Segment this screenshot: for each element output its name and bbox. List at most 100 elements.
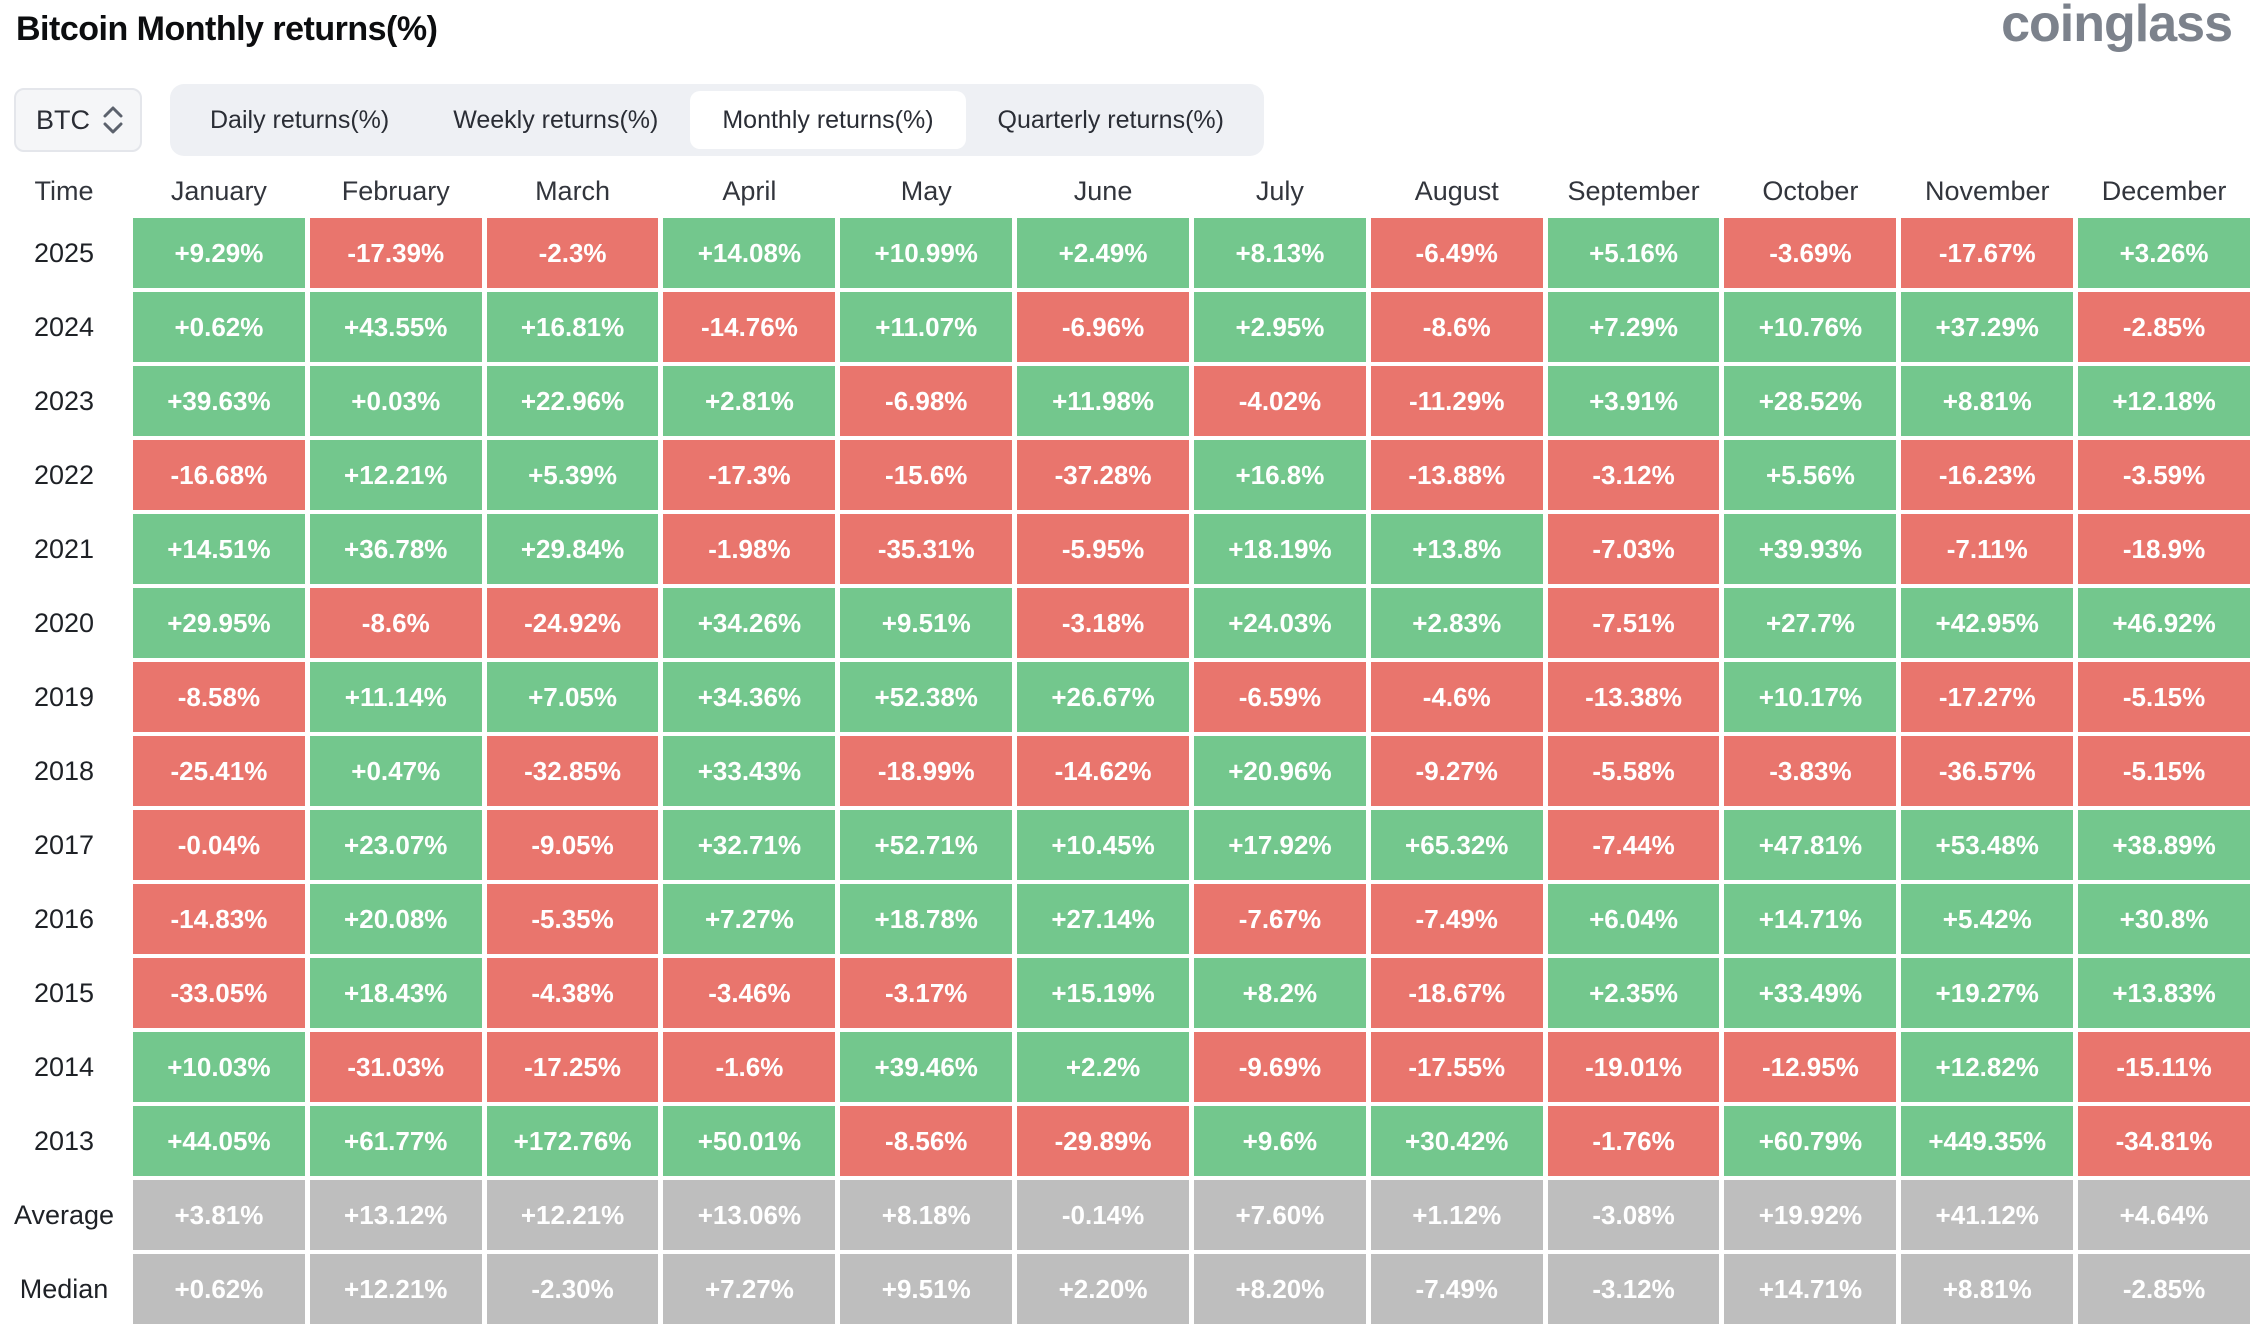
cell-2021-august: +13.8%: [1370, 514, 1543, 584]
cell-2019-june: +26.67%: [1017, 662, 1189, 732]
cell-2020-september: -7.51%: [1547, 588, 1720, 658]
cell-2017-august: +65.32%: [1370, 810, 1543, 880]
cell-2020-july: +24.03%: [1193, 588, 1366, 658]
cell-2024-june: -6.96%: [1017, 292, 1189, 362]
cell-2021-december: -18.9%: [2078, 514, 2250, 584]
cell-2024-december: -2.85%: [2078, 292, 2250, 362]
cell-2019-january: -8.58%: [133, 662, 305, 732]
cell-2016-april: +7.27%: [663, 884, 836, 954]
cell-2013-april: +50.01%: [663, 1106, 836, 1176]
cell-2018-october: -3.83%: [1724, 736, 1897, 806]
cell-median-february: +12.21%: [309, 1254, 482, 1324]
cell-median-may: +9.51%: [840, 1254, 1013, 1324]
cell-2025-november: -17.67%: [1901, 218, 2074, 288]
cell-2021-july: +18.19%: [1193, 514, 1366, 584]
cell-2022-october: +5.56%: [1724, 440, 1897, 510]
cell-average-september: -3.08%: [1547, 1180, 1720, 1250]
cell-2023-august: -11.29%: [1370, 366, 1543, 436]
cell-2014-june: +2.2%: [1017, 1032, 1189, 1102]
cell-2022-january: -16.68%: [133, 440, 305, 510]
cell-2021-march: +29.84%: [486, 514, 659, 584]
column-header-august: August: [1370, 168, 1543, 214]
cell-2022-february: +12.21%: [309, 440, 482, 510]
cell-average-july: +7.60%: [1193, 1180, 1366, 1250]
symbol-select[interactable]: BTC: [14, 88, 142, 152]
returns-tabbar: Daily returns(%) Weekly returns(%) Month…: [170, 84, 1264, 156]
cell-average-august: +1.12%: [1370, 1180, 1543, 1250]
column-header-february: February: [309, 168, 482, 214]
cell-2023-march: +22.96%: [486, 366, 659, 436]
cell-2013-october: +60.79%: [1724, 1106, 1897, 1176]
cell-2016-november: +5.42%: [1901, 884, 2074, 954]
cell-2017-june: +10.45%: [1017, 810, 1189, 880]
row-label-2021: 2021: [0, 514, 128, 584]
cell-2020-october: +27.7%: [1724, 588, 1897, 658]
cell-2019-september: -13.38%: [1547, 662, 1720, 732]
cell-2018-may: -18.99%: [840, 736, 1013, 806]
cell-2022-november: -16.23%: [1901, 440, 2074, 510]
cell-2024-august: -8.6%: [1370, 292, 1543, 362]
cell-2021-november: -7.11%: [1901, 514, 2074, 584]
row-label-2023: 2023: [0, 366, 128, 436]
row-label-2022: 2022: [0, 440, 128, 510]
cell-average-october: +19.92%: [1724, 1180, 1897, 1250]
cell-2017-may: +52.71%: [840, 810, 1013, 880]
cell-2023-october: +28.52%: [1724, 366, 1897, 436]
cell-2016-january: -14.83%: [133, 884, 305, 954]
cell-2022-december: -3.59%: [2078, 440, 2250, 510]
cell-2015-november: +19.27%: [1901, 958, 2074, 1028]
cell-2016-july: -7.67%: [1193, 884, 1366, 954]
tab-weekly-returns[interactable]: Weekly returns(%): [453, 105, 659, 134]
column-header-january: January: [133, 168, 305, 214]
cell-average-december: +4.64%: [2078, 1180, 2250, 1250]
monthly-returns-table: Time January February March April May June July…: [0, 168, 2250, 1324]
cell-2025-august: -6.49%: [1370, 218, 1543, 288]
cell-2025-may: +10.99%: [840, 218, 1013, 288]
cell-2023-december: +12.18%: [2078, 366, 2250, 436]
cell-2021-october: +39.93%: [1724, 514, 1897, 584]
cell-2018-february: +0.47%: [309, 736, 482, 806]
cell-2021-september: -7.03%: [1547, 514, 1720, 584]
cell-2017-february: +23.07%: [309, 810, 482, 880]
cell-2018-september: -5.58%: [1547, 736, 1720, 806]
cell-median-october: +14.71%: [1724, 1254, 1897, 1324]
cell-2014-april: -1.6%: [663, 1032, 836, 1102]
cell-2018-july: +20.96%: [1193, 736, 1366, 806]
cell-2025-march: -2.3%: [486, 218, 659, 288]
cell-2019-july: -6.59%: [1193, 662, 1366, 732]
tab-monthly-returns[interactable]: Monthly returns(%): [690, 91, 966, 149]
cell-2016-february: +20.08%: [309, 884, 482, 954]
cell-2016-december: +30.8%: [2078, 884, 2250, 954]
cell-2023-september: +3.91%: [1547, 366, 1720, 436]
cell-2017-september: -7.44%: [1547, 810, 1720, 880]
cell-2024-march: +16.81%: [486, 292, 659, 362]
cell-2023-april: +2.81%: [663, 366, 836, 436]
cell-2025-september: +5.16%: [1547, 218, 1720, 288]
row-label-2018: 2018: [0, 736, 128, 806]
cell-2016-march: -5.35%: [486, 884, 659, 954]
column-header-december: December: [2078, 168, 2250, 214]
cell-average-february: +13.12%: [309, 1180, 482, 1250]
cell-2014-july: -9.69%: [1193, 1032, 1366, 1102]
cell-2017-november: +53.48%: [1901, 810, 2074, 880]
tab-daily-returns[interactable]: Daily returns(%): [210, 105, 390, 134]
cell-2015-june: +15.19%: [1017, 958, 1189, 1028]
cell-2024-october: +10.76%: [1724, 292, 1897, 362]
cell-2018-june: -14.62%: [1017, 736, 1189, 806]
cell-2023-january: +39.63%: [133, 366, 305, 436]
cell-2014-may: +39.46%: [840, 1032, 1013, 1102]
cell-2024-april: -14.76%: [663, 292, 836, 362]
cell-2020-november: +42.95%: [1901, 588, 2074, 658]
tab-quarterly-returns[interactable]: Quarterly returns(%): [997, 105, 1224, 134]
cell-average-april: +13.06%: [663, 1180, 836, 1250]
cell-2021-january: +14.51%: [133, 514, 305, 584]
row-label-2024: 2024: [0, 292, 128, 362]
cell-2021-april: -1.98%: [663, 514, 836, 584]
cell-2024-january: +0.62%: [133, 292, 305, 362]
cell-2015-april: -3.46%: [663, 958, 836, 1028]
cell-2013-september: -1.76%: [1547, 1106, 1720, 1176]
column-header-july: July: [1193, 168, 1366, 214]
page-title: Bitcoin Monthly returns(%): [16, 10, 438, 48]
updown-chevron-icon: [102, 105, 124, 135]
cell-2025-october: -3.69%: [1724, 218, 1897, 288]
